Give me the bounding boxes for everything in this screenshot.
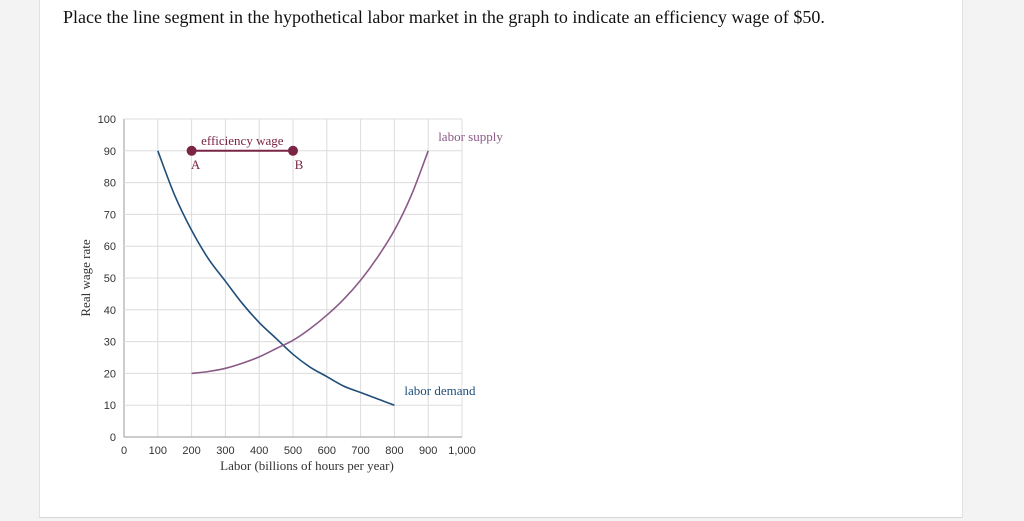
efficiency-wage-label: efficiency wage [201,133,284,148]
segment-handle-a[interactable] [186,145,197,156]
labor-demand-curve [157,150,395,406]
point-a-label: A [191,157,201,172]
question-text: Place the line segment in the hypothetic… [63,7,825,27]
x-tick-label: 900 [419,445,437,457]
labor-supply-label: labor supply [438,129,503,144]
x-tick-label: 300 [216,445,234,457]
y-tick-label: 90 [104,146,116,158]
y-axis-label: Real wage rate [78,239,93,316]
y-tick-label: 60 [104,241,116,253]
y-tick-label: 0 [110,432,116,444]
y-tick-label: 80 [104,178,116,190]
y-tick-label: 20 [104,368,116,380]
x-tick-label: 500 [284,445,302,457]
x-tick-label: 600 [318,445,336,457]
x-tick-label: 0 [121,445,127,457]
x-tick-label: 700 [351,445,369,457]
x-axis-ticks: 0 100 200 300 400 500 600 700 800 900 1,000 [121,445,476,457]
series-layer: labor demand labor supply [157,129,503,406]
y-tick-label: 10 [104,400,116,412]
labor-supply-curve [191,150,429,375]
x-tick-label: 200 [182,445,200,457]
y-tick-label: 100 [98,114,116,126]
y-tick-label: 30 [104,337,116,349]
y-tick-label: 70 [104,209,116,221]
x-tick-label: 400 [250,445,268,457]
point-b-label: B [295,157,304,172]
x-axis-label: Labor (billions of hours per year) [220,458,394,473]
labor-demand-label: labor demand [404,383,476,398]
question-card: Place the line segment in the hypothetic… [39,0,963,518]
y-tick-label: 40 [104,305,116,317]
x-tick-label: 800 [385,445,403,457]
segment-handle-b[interactable] [288,145,298,156]
x-tick-label: 100 [149,445,167,457]
x-tick-label: 1,000 [448,445,476,457]
y-axis-ticks: 0 10 20 30 40 50 60 70 80 90 100 [98,114,116,444]
y-tick-label: 50 [104,273,116,285]
grid [123,118,463,438]
